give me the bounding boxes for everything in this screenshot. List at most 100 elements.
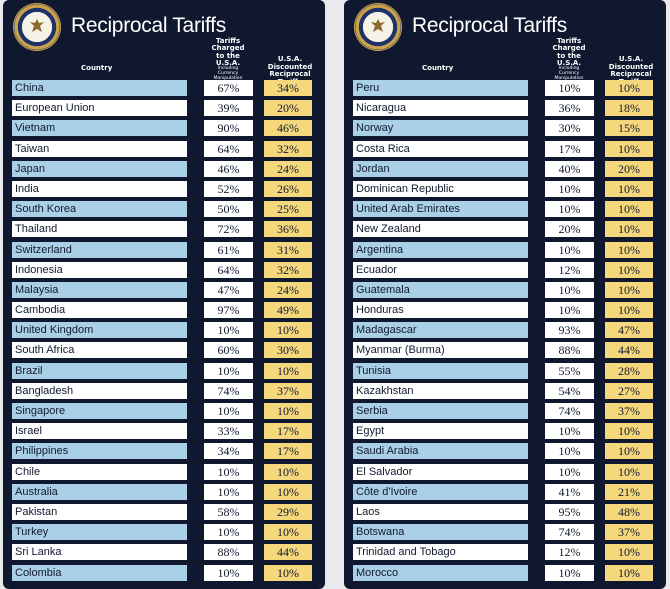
charged-tariff-cell: 67% (204, 80, 253, 96)
charged-tariff-cell: 17% (545, 140, 594, 157)
charged-header-line1: Tariffs Charged (211, 37, 245, 53)
charged-header-line4: Currency Manipulation (554, 71, 584, 81)
charged-tariff-cell: 74% (545, 524, 594, 541)
discounted-tariff-cell: 10% (264, 483, 312, 500)
country-cell: Argentina (353, 241, 528, 258)
table-row: South Korea 50% 25% (3, 199, 325, 219)
discounted-tariff-cell: 10% (605, 302, 653, 319)
charged-tariff-cell: 12% (545, 261, 594, 278)
discounted-tariff-cell: 10% (264, 403, 312, 419)
table-row: Kazakhstan 54% 27% (344, 381, 666, 401)
presidential-seal-icon (13, 3, 61, 51)
page-title: Reciprocal Tariffs (71, 14, 226, 37)
charged-tariff-cell: 52% (204, 180, 253, 197)
charged-tariff-cell: 88% (545, 342, 594, 359)
table-row: Switzerland 61% 31% (3, 240, 325, 260)
table-row: El Salvador 10% 10% (344, 462, 666, 482)
charged-tariff-cell: 10% (204, 524, 253, 541)
discounted-tariff-cell: 10% (605, 180, 653, 197)
table-row: Tunisia 55% 28% (344, 361, 666, 381)
discounted-tariff-cell: 10% (605, 281, 653, 298)
table-row: Israel 33% 17% (3, 421, 325, 441)
charged-tariff-cell: 10% (545, 463, 594, 480)
tariff-table-right: Peru 10% 10% Nicaragua 36% 18% Norway 30% 15% Cos… (344, 78, 666, 583)
discounted-tariff-cell: 10% (605, 564, 653, 581)
table-row: Jordan 40% 20% (344, 159, 666, 179)
table-row: Malaysia 47% 24% (3, 280, 325, 300)
column-header-country: Country (422, 64, 454, 72)
discounted-tariff-cell: 44% (264, 544, 312, 561)
country-cell: South Africa (12, 342, 187, 359)
charged-tariff-cell: 74% (545, 403, 594, 419)
table-row: United Kingdom 10% 10% (3, 320, 325, 340)
table-row: Costa Rica 17% 10% (344, 139, 666, 159)
table-row: Honduras 10% 10% (344, 300, 666, 320)
charged-header-line3: Including (558, 66, 580, 72)
discounted-tariff-cell: 34% (264, 80, 312, 96)
table-row: Norway 30% 15% (344, 118, 666, 138)
discounted-tariff-cell: 37% (605, 524, 653, 541)
table-row: Morocco 10% 10% (344, 563, 666, 583)
country-cell: Colombia (12, 564, 187, 581)
presidential-seal-icon (354, 3, 402, 51)
page-title: Reciprocal Tariffs (412, 14, 567, 37)
charged-header-line2: to the U.S.A. (215, 51, 241, 68)
country-cell: Laos (353, 503, 528, 520)
country-cell: Ecuador (353, 261, 528, 278)
country-cell: Nicaragua (353, 100, 528, 117)
charged-tariff-cell: 10% (204, 362, 253, 379)
column-header-country: Country (81, 64, 113, 72)
country-cell: Costa Rica (353, 140, 528, 157)
discounted-tariff-cell: 15% (605, 120, 653, 137)
table-row: Cambodia 97% 49% (3, 300, 325, 320)
charged-tariff-cell: 20% (545, 221, 594, 238)
charged-tariff-cell: 34% (204, 443, 253, 460)
country-cell: India (12, 180, 187, 197)
country-cell: Morocco (353, 564, 528, 581)
table-row: Japan 46% 24% (3, 159, 325, 179)
discounted-tariff-cell: 10% (264, 524, 312, 541)
charged-tariff-cell: 40% (545, 160, 594, 177)
discounted-tariff-cell: 32% (264, 261, 312, 278)
country-cell: Sri Lanka (12, 544, 187, 561)
country-cell: South Korea (12, 201, 187, 218)
country-cell: Brazil (12, 362, 187, 379)
discounted-tariff-cell: 10% (605, 544, 653, 561)
table-row: Côte d'Ivoire 41% 21% (344, 482, 666, 502)
charged-header-line2: to the U.S.A. (556, 51, 582, 68)
table-row: Taiwan 64% 32% (3, 139, 325, 159)
discounted-tariff-cell: 10% (264, 463, 312, 480)
table-row: Colombia 10% 10% (3, 563, 325, 583)
discounted-tariff-cell: 37% (605, 403, 653, 419)
country-cell: Bangladesh (12, 382, 187, 399)
table-row: Sri Lanka 88% 44% (3, 542, 325, 562)
discounted-tariff-cell: 48% (605, 503, 653, 520)
charged-tariff-cell: 55% (545, 362, 594, 379)
country-cell: United Kingdom (12, 322, 187, 339)
country-cell: Vietnam (12, 120, 187, 137)
charged-tariff-cell: 36% (545, 100, 594, 117)
table-row: Argentina 10% 10% (344, 240, 666, 260)
country-cell: Saudi Arabia (353, 443, 528, 460)
table-row: European Union 39% 20% (3, 98, 325, 118)
country-cell: Guatemala (353, 281, 528, 298)
discounted-tariff-cell: 10% (264, 564, 312, 581)
country-cell: Thailand (12, 221, 187, 238)
country-cell: Jordan (353, 160, 528, 177)
country-cell: Chile (12, 463, 187, 480)
charged-tariff-cell: 61% (204, 241, 253, 258)
table-row: Ecuador 12% 10% (344, 260, 666, 280)
charged-tariff-cell: 54% (545, 382, 594, 399)
table-row: Philippines 34% 17% (3, 441, 325, 461)
discounted-tariff-cell: 17% (264, 443, 312, 460)
country-cell: Madagascar (353, 322, 528, 339)
discounted-tariff-cell: 20% (264, 100, 312, 117)
charged-tariff-cell: 10% (545, 80, 594, 96)
discounted-tariff-cell: 31% (264, 241, 312, 258)
charged-tariff-cell: 64% (204, 140, 253, 157)
country-cell: Japan (12, 160, 187, 177)
country-cell: Trinidad and Tobago (353, 544, 528, 561)
charged-tariff-cell: 10% (204, 564, 253, 581)
charged-tariff-cell: 10% (545, 180, 594, 197)
country-cell: Dominican Republic (353, 180, 528, 197)
